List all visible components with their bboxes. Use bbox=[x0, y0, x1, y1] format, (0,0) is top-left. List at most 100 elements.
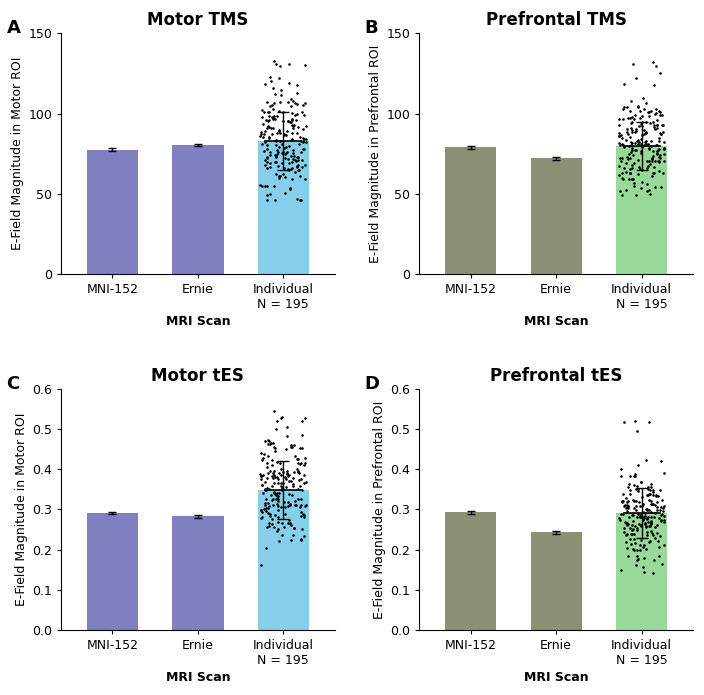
Point bbox=[258, 129, 270, 140]
Point bbox=[267, 480, 278, 491]
Point bbox=[653, 133, 664, 144]
Point bbox=[616, 153, 627, 164]
Point bbox=[617, 497, 628, 508]
Point bbox=[618, 416, 629, 427]
Point bbox=[260, 485, 272, 496]
Point bbox=[656, 119, 667, 130]
Point bbox=[646, 525, 657, 537]
Point bbox=[636, 508, 647, 519]
Point bbox=[301, 476, 312, 487]
Point bbox=[275, 127, 286, 138]
Point bbox=[621, 492, 632, 503]
Point bbox=[292, 466, 303, 477]
Point bbox=[641, 136, 652, 147]
Point bbox=[625, 539, 636, 550]
Point bbox=[643, 160, 654, 171]
Point bbox=[274, 487, 285, 498]
Point bbox=[651, 501, 662, 512]
Point bbox=[283, 115, 294, 126]
Point bbox=[646, 499, 658, 510]
Point bbox=[649, 521, 660, 532]
Point bbox=[263, 518, 275, 529]
Point bbox=[655, 515, 667, 526]
Point bbox=[296, 416, 308, 427]
Point bbox=[272, 161, 284, 172]
Point bbox=[280, 147, 291, 158]
Point bbox=[629, 416, 641, 427]
Point bbox=[264, 71, 275, 82]
Point bbox=[273, 536, 284, 547]
Point bbox=[287, 135, 298, 146]
Point bbox=[654, 109, 665, 120]
Point bbox=[628, 495, 639, 506]
Point bbox=[298, 134, 310, 145]
Point bbox=[621, 123, 632, 134]
Point bbox=[652, 528, 663, 539]
Point bbox=[647, 146, 658, 157]
Point bbox=[270, 157, 282, 168]
Text: B: B bbox=[365, 19, 378, 37]
Point bbox=[263, 132, 275, 143]
Point bbox=[634, 120, 645, 131]
Point bbox=[267, 493, 278, 505]
Point bbox=[640, 517, 651, 528]
Point bbox=[259, 484, 270, 496]
Point bbox=[257, 454, 268, 465]
Point bbox=[651, 505, 662, 516]
Point bbox=[291, 87, 303, 98]
Point bbox=[298, 509, 310, 521]
Text: C: C bbox=[6, 375, 20, 393]
Point bbox=[289, 523, 300, 534]
Point bbox=[256, 474, 267, 485]
Point bbox=[265, 490, 277, 501]
Point bbox=[658, 144, 670, 155]
Point bbox=[277, 148, 288, 159]
Point bbox=[295, 459, 306, 470]
Point bbox=[256, 507, 268, 518]
Point bbox=[643, 483, 654, 494]
Point bbox=[646, 496, 657, 507]
Point bbox=[624, 471, 636, 482]
Point bbox=[261, 122, 272, 133]
Point bbox=[647, 486, 658, 498]
Point bbox=[635, 520, 646, 531]
Point bbox=[632, 459, 643, 471]
Point bbox=[620, 529, 631, 540]
Point bbox=[655, 129, 666, 140]
Point bbox=[299, 59, 310, 70]
Point bbox=[622, 500, 634, 512]
Point bbox=[639, 507, 650, 518]
Point bbox=[284, 183, 295, 195]
Point bbox=[636, 177, 648, 188]
Point bbox=[287, 147, 298, 158]
Point bbox=[646, 528, 658, 539]
Point bbox=[618, 79, 629, 90]
Point bbox=[646, 156, 658, 167]
Title: Motor TMS: Motor TMS bbox=[147, 11, 249, 29]
Point bbox=[641, 530, 653, 541]
Point bbox=[263, 434, 274, 445]
Point bbox=[272, 500, 283, 512]
Point bbox=[282, 471, 294, 482]
Point bbox=[287, 120, 298, 131]
Point bbox=[271, 490, 282, 501]
Point bbox=[627, 145, 638, 156]
Point bbox=[646, 135, 657, 146]
Point bbox=[613, 114, 624, 125]
Point bbox=[643, 156, 655, 167]
Point bbox=[615, 509, 627, 520]
Point bbox=[653, 541, 665, 553]
Point bbox=[636, 512, 647, 523]
Point bbox=[631, 480, 643, 491]
Bar bbox=[87, 149, 138, 274]
Point bbox=[630, 559, 641, 570]
Point bbox=[289, 496, 301, 507]
Point bbox=[296, 534, 307, 545]
Point bbox=[639, 104, 650, 115]
Point bbox=[619, 101, 630, 112]
Bar bbox=[531, 532, 582, 630]
Point bbox=[263, 106, 275, 117]
Point bbox=[299, 453, 310, 464]
Point bbox=[284, 517, 296, 528]
Point bbox=[631, 125, 642, 136]
